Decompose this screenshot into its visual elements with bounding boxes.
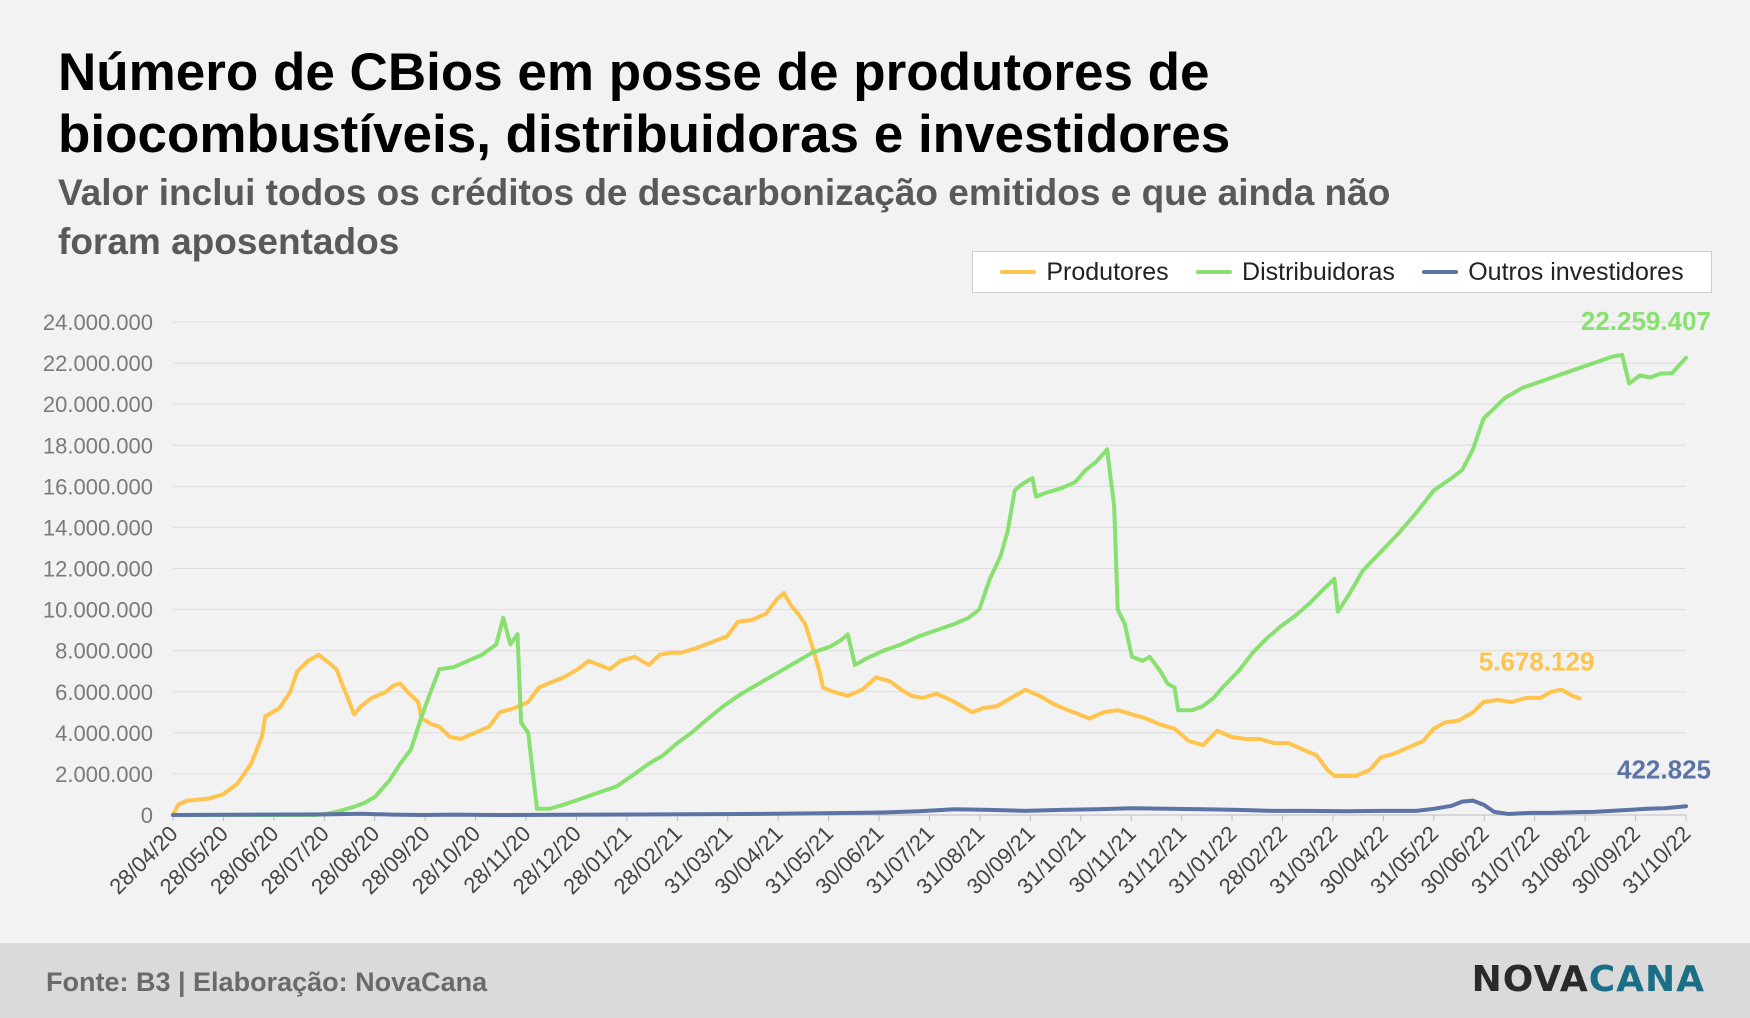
end-label-produtores: 5.678.129 <box>1479 646 1595 676</box>
line-chart: 0 2.000.000 4.000.000 6.000.000 8.000.000 10.… <box>43 306 1711 899</box>
y-tick-label: 24.000.000 <box>43 310 153 335</box>
legend-swatch-produtores <box>1000 270 1037 274</box>
source-credit: Fonte: B3 | Elaboração: NovaCana <box>46 967 488 997</box>
series-line-produtores <box>171 591 1582 817</box>
y-tick-label: 8.000.000 <box>55 639 153 664</box>
legend-label-produtores: Produtores <box>1046 257 1169 286</box>
y-tick-label: 2.000.000 <box>55 762 153 787</box>
series-lines <box>171 352 1688 817</box>
footer: Fonte: B3 | Elaboração: NovaCana NOVACAN… <box>0 943 1750 1018</box>
y-tick-label: 6.000.000 <box>55 680 153 705</box>
legend-label-distribuidoras: Distribuidoras <box>1242 257 1395 286</box>
y-tick-label: 18.000.000 <box>43 433 153 458</box>
series-line-outros <box>171 798 1688 817</box>
end-label-outros: 422.825 <box>1617 754 1711 784</box>
legend-swatch-outros <box>1422 270 1459 274</box>
legend-item-outros: Outros investidores <box>1422 257 1684 287</box>
y-tick-label: 4.000.000 <box>55 721 153 746</box>
y-axis-ticks: 0 2.000.000 4.000.000 6.000.000 8.000.000 10.… <box>43 310 153 828</box>
brand-logo: NOVACANA <box>1472 959 1705 1000</box>
chart-subtitle: Valor inclui todos os créditos de descar… <box>58 172 1391 262</box>
y-tick-label: 10.000.000 <box>43 598 153 623</box>
legend-item-distribuidoras: Distribuidoras <box>1196 258 1395 287</box>
chart-legend: Produtores Distribuidoras Outros investi… <box>972 251 1712 293</box>
end-label-distribuidoras: 22.259.407 <box>1581 306 1711 336</box>
legend-swatch-distribuidoras <box>1196 270 1233 274</box>
legend-label-outros: Outros investidores <box>1468 257 1684 286</box>
y-tick-label: 12.000.000 <box>43 557 153 582</box>
x-axis-ticks: 28/04/2028/05/2028/06/2028/07/2028/08/20… <box>104 815 1696 899</box>
grid-lines <box>173 321 1686 816</box>
brand-logo-cana: CANA <box>1588 959 1705 1000</box>
y-tick-label: 16.000.000 <box>43 474 153 499</box>
legend-item-produtores: Produtores <box>1000 257 1169 287</box>
chart-title: Número de CBios em posse de produtores d… <box>58 43 1231 164</box>
end-labels: 5.678.129 22.259.407 422.825 <box>1479 306 1711 785</box>
y-tick-label: 22.000.000 <box>43 351 153 376</box>
y-tick-label: 14.000.000 <box>43 515 153 540</box>
brand-logo-nova: NOVA <box>1471 959 1589 1000</box>
series-line-distribuidoras <box>171 352 1688 817</box>
y-tick-label: 20.000.000 <box>43 392 153 417</box>
y-tick-label: 0 <box>141 803 153 828</box>
